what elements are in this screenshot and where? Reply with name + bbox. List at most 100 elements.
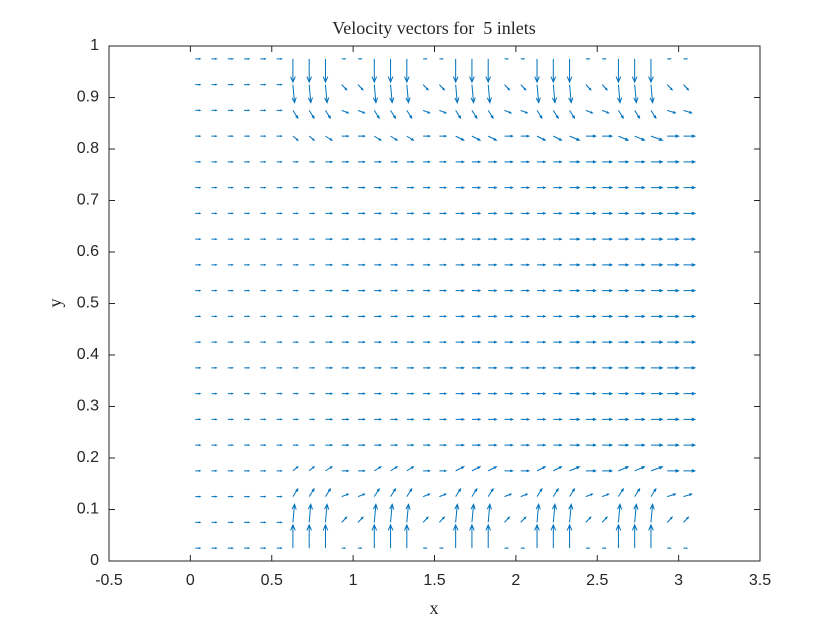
velocity-arrow xyxy=(227,83,234,86)
velocity-arrow xyxy=(585,211,597,215)
velocity-arrow xyxy=(244,135,251,138)
y-tick-label: 0.3 xyxy=(77,398,99,415)
velocity-arrow xyxy=(452,523,459,549)
velocity-arrow xyxy=(585,134,597,138)
velocity-arrow xyxy=(454,84,460,104)
velocity-arrow xyxy=(648,523,654,549)
velocity-arrow xyxy=(650,110,657,120)
velocity-arrow xyxy=(683,391,697,396)
velocity-arrow xyxy=(634,263,646,267)
velocity-arrow xyxy=(309,444,316,447)
velocity-arrow xyxy=(341,58,347,60)
velocity-arrow xyxy=(439,134,448,138)
velocity-arrow xyxy=(227,341,234,344)
velocity-arrow xyxy=(487,466,498,472)
velocity-arrow xyxy=(387,523,394,549)
velocity-arrow xyxy=(325,135,334,141)
velocity-arrow xyxy=(631,523,638,549)
velocity-arrow xyxy=(390,263,399,267)
velocity-arrow xyxy=(341,109,350,114)
velocity-arrow xyxy=(504,469,514,473)
velocity-arrow xyxy=(631,58,638,84)
velocity-arrow xyxy=(211,57,218,60)
velocity-arrow xyxy=(423,547,428,549)
velocity-arrow xyxy=(569,110,576,120)
velocity-arrow xyxy=(520,289,531,293)
velocity-arrow xyxy=(341,186,350,189)
velocity-arrow xyxy=(306,523,312,549)
velocity-arrow xyxy=(406,160,415,164)
velocity-arrow xyxy=(195,160,202,163)
velocity-arrow xyxy=(618,186,630,190)
velocity-arrow xyxy=(536,466,547,472)
velocity-arrow xyxy=(374,366,383,370)
velocity-arrow xyxy=(389,84,395,104)
velocity-arrow xyxy=(520,237,531,241)
velocity-arrow xyxy=(325,466,334,472)
velocity-arrow xyxy=(683,340,697,344)
velocity-arrow xyxy=(504,289,514,293)
velocity-arrow xyxy=(634,289,646,293)
velocity-arrow xyxy=(227,418,234,421)
velocity-arrow xyxy=(439,212,448,215)
velocity-arrow xyxy=(569,443,581,447)
velocity-arrow xyxy=(404,523,410,549)
velocity-arrow xyxy=(292,418,300,421)
velocity-arrow xyxy=(455,314,466,318)
velocity-arrow xyxy=(550,523,557,549)
velocity-arrow xyxy=(553,263,563,267)
velocity-arrow xyxy=(260,392,267,395)
velocity-arrow xyxy=(585,516,592,523)
velocity-arrow xyxy=(341,547,347,549)
velocity-arrow xyxy=(455,417,466,421)
velocity-arrow xyxy=(601,516,608,523)
velocity-arrow xyxy=(292,487,299,497)
velocity-arrow xyxy=(244,444,251,447)
velocity-arrow xyxy=(372,84,379,104)
y-tick-label: 0.8 xyxy=(77,140,99,157)
velocity-arrow xyxy=(276,547,283,550)
velocity-arrow xyxy=(244,83,251,86)
velocity-arrow xyxy=(423,212,431,215)
velocity-arrow xyxy=(553,443,563,447)
velocity-arrow xyxy=(195,495,202,498)
velocity-arrow xyxy=(325,160,334,164)
chart-title: Velocity vectors for 5 inlets xyxy=(332,18,535,38)
velocity-arrow xyxy=(470,84,476,104)
velocity-arrow xyxy=(372,503,379,523)
velocity-arrow xyxy=(602,340,614,344)
velocity-arrow xyxy=(260,366,267,369)
velocity-arrow xyxy=(618,135,630,141)
x-tick-label: 3.5 xyxy=(749,572,771,589)
velocity-arrow xyxy=(667,493,677,498)
velocity-arrow xyxy=(553,186,563,190)
velocity-arrow xyxy=(455,211,466,215)
velocity-arrow xyxy=(602,134,614,138)
velocity-arrow xyxy=(439,58,444,60)
velocity-arrow xyxy=(455,340,466,344)
velocity-arrow xyxy=(211,83,218,86)
velocity-arrow xyxy=(358,366,366,370)
velocity-arrow xyxy=(667,109,677,114)
velocity-arrow xyxy=(634,314,646,318)
velocity-arrow xyxy=(374,340,383,344)
velocity-arrow xyxy=(374,212,383,215)
velocity-arrow xyxy=(211,392,218,395)
velocity-arrow xyxy=(683,109,693,114)
velocity-arrow xyxy=(341,493,350,498)
velocity-arrow xyxy=(683,366,697,370)
velocity-arrow xyxy=(520,58,526,60)
velocity-arrow xyxy=(244,315,251,318)
velocity-arrow xyxy=(585,392,597,396)
velocity-arrow xyxy=(423,315,431,318)
velocity-arrow xyxy=(667,547,672,549)
velocity-arrow xyxy=(520,469,531,473)
y-tick-label: 0.1 xyxy=(77,501,99,518)
velocity-arrow xyxy=(439,493,448,498)
velocity-arrow xyxy=(504,547,510,549)
velocity-arrow xyxy=(569,340,581,344)
velocity-arrow xyxy=(292,110,299,120)
velocity-arrow xyxy=(389,503,395,523)
velocity-arrow xyxy=(423,263,431,267)
